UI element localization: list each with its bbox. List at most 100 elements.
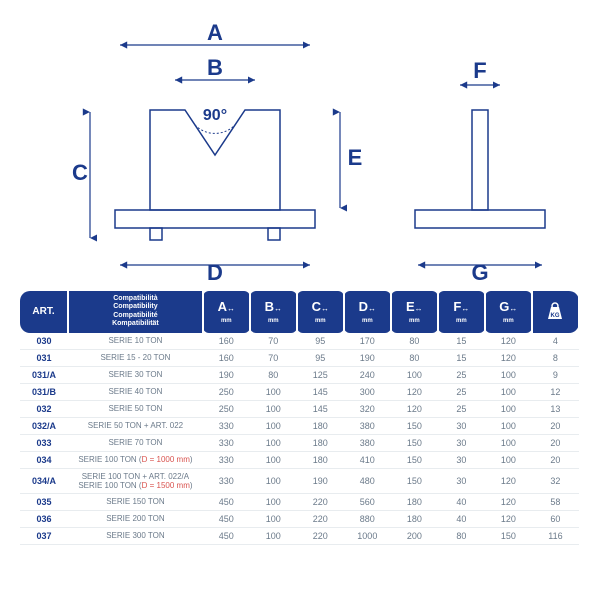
cell-A: 250: [203, 400, 250, 417]
cell-E: 150: [391, 468, 438, 493]
cell-A: 190: [203, 366, 250, 383]
cell-G: 120: [485, 468, 532, 493]
cell-art: 033: [20, 434, 68, 451]
cell-KG: 12: [532, 383, 579, 400]
cell-E: 180: [391, 493, 438, 510]
cell-art: 036: [20, 510, 68, 527]
cell-G: 150: [485, 527, 532, 544]
cell-compat: SERIE 30 TON: [68, 366, 203, 383]
cell-E: 150: [391, 417, 438, 434]
cell-KG: 20: [532, 417, 579, 434]
cell-B: 100: [250, 468, 297, 493]
cell-B: 100: [250, 417, 297, 434]
header-D: D↔mm: [344, 291, 391, 333]
cell-F: 25: [438, 400, 485, 417]
cell-compat: SERIE 150 TON: [68, 493, 203, 510]
header-F: F↔mm: [438, 291, 485, 333]
technical-diagram: 90° A B C D E F G: [20, 20, 580, 280]
cell-D: 380: [344, 434, 391, 451]
cell-E: 150: [391, 434, 438, 451]
cell-B: 70: [250, 349, 297, 366]
cell-compat: SERIE 70 TON: [68, 434, 203, 451]
cell-compat: SERIE 40 TON: [68, 383, 203, 400]
cell-E: 80: [391, 349, 438, 366]
cell-F: 40: [438, 510, 485, 527]
weight-icon: KG: [544, 301, 566, 321]
cell-D: 380: [344, 417, 391, 434]
cell-art: 031/B: [20, 383, 68, 400]
cell-B: 100: [250, 451, 297, 468]
cell-D: 410: [344, 451, 391, 468]
cell-KG: 116: [532, 527, 579, 544]
cell-G: 120: [485, 349, 532, 366]
cell-KG: 8: [532, 349, 579, 366]
table-row: 034SERIE 100 TON (D = 1000 mm)3301001804…: [20, 451, 579, 468]
angle-label: 90°: [203, 107, 227, 124]
cell-A: 250: [203, 383, 250, 400]
cell-D: 320: [344, 400, 391, 417]
header-weight: KG: [532, 291, 579, 333]
cell-art: 035: [20, 493, 68, 510]
cell-art: 034/A: [20, 468, 68, 493]
dim-d: D: [207, 260, 223, 280]
cell-KG: 4: [532, 333, 579, 350]
cell-F: 15: [438, 349, 485, 366]
cell-A: 160: [203, 333, 250, 350]
table-row: 035SERIE 150 TON4501002205601804012058: [20, 493, 579, 510]
dim-g: G: [471, 260, 488, 280]
cell-B: 100: [250, 383, 297, 400]
cell-C: 125: [297, 366, 344, 383]
cell-KG: 13: [532, 400, 579, 417]
cell-compat: SERIE 50 TON: [68, 400, 203, 417]
table-row: 032SERIE 50 TON2501001453201202510013: [20, 400, 579, 417]
cell-C: 190: [297, 468, 344, 493]
cell-compat: SERIE 100 TON (D = 1000 mm): [68, 451, 203, 468]
cell-G: 100: [485, 434, 532, 451]
cell-A: 330: [203, 417, 250, 434]
cell-KG: 58: [532, 493, 579, 510]
cell-KG: 60: [532, 510, 579, 527]
cell-B: 100: [250, 493, 297, 510]
cell-art: 032: [20, 400, 68, 417]
cell-art: 031: [20, 349, 68, 366]
cell-D: 560: [344, 493, 391, 510]
cell-C: 220: [297, 527, 344, 544]
cell-G: 100: [485, 451, 532, 468]
table-row: 030SERIE 10 TON160709517080151204: [20, 333, 579, 350]
cell-D: 170: [344, 333, 391, 350]
cell-F: 40: [438, 493, 485, 510]
table-row: 031SERIE 15 - 20 TON160709519080151208: [20, 349, 579, 366]
cell-F: 25: [438, 383, 485, 400]
dim-c: C: [72, 160, 88, 185]
cell-B: 100: [250, 434, 297, 451]
cell-B: 70: [250, 333, 297, 350]
table-row: 037SERIE 300 TON450100220100020080150116: [20, 527, 579, 544]
cell-E: 150: [391, 451, 438, 468]
table-header-row: ART. CompatibilitàCompatibilityCompatibi…: [20, 291, 579, 333]
cell-G: 120: [485, 493, 532, 510]
cell-A: 450: [203, 527, 250, 544]
cell-G: 100: [485, 417, 532, 434]
cell-E: 80: [391, 333, 438, 350]
cell-G: 100: [485, 400, 532, 417]
cell-E: 100: [391, 366, 438, 383]
cell-C: 180: [297, 417, 344, 434]
dim-a: A: [207, 20, 223, 45]
cell-compat: SERIE 100 TON + ART. 022/ASERIE 100 TON …: [68, 468, 203, 493]
cell-art: 030: [20, 333, 68, 350]
cell-F: 30: [438, 468, 485, 493]
header-compat: CompatibilitàCompatibilityCompatibilitéK…: [68, 291, 203, 333]
table-row: 032/ASERIE 50 TON + ART. 022330100180380…: [20, 417, 579, 434]
cell-E: 180: [391, 510, 438, 527]
cell-compat: SERIE 200 TON: [68, 510, 203, 527]
cell-art: 032/A: [20, 417, 68, 434]
cell-G: 100: [485, 383, 532, 400]
cell-C: 180: [297, 434, 344, 451]
cell-G: 100: [485, 366, 532, 383]
cell-A: 330: [203, 434, 250, 451]
cell-F: 15: [438, 333, 485, 350]
svg-text:KG: KG: [551, 313, 560, 319]
table-row: 031/BSERIE 40 TON2501001453001202510012: [20, 383, 579, 400]
cell-B: 100: [250, 527, 297, 544]
table-row: 034/ASERIE 100 TON + ART. 022/ASERIE 100…: [20, 468, 579, 493]
